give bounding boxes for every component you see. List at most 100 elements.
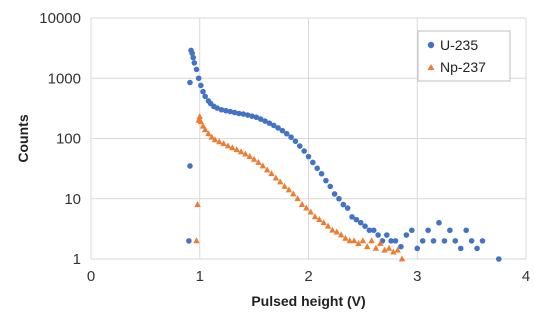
u235-point [468, 238, 475, 244]
u235-point [191, 60, 198, 66]
np237-point [381, 246, 388, 253]
u235-point [310, 159, 316, 166]
u235-point [288, 134, 294, 141]
y-tick-labels: 1 10 100 1000 10000 [39, 10, 81, 268]
u235-point [218, 106, 225, 113]
u235-point [275, 125, 281, 131]
np237-point [307, 208, 314, 215]
u235-point [388, 238, 394, 244]
np237-point [237, 148, 245, 155]
u235-point [187, 79, 193, 86]
legend: U-235 Np-237 [417, 30, 511, 82]
np237-point [320, 219, 327, 226]
np237-point [368, 237, 375, 244]
u235-point [314, 165, 321, 172]
u235-point [227, 108, 233, 115]
u235-point [384, 232, 390, 238]
u235-point [240, 111, 247, 117]
np237-point [199, 122, 207, 129]
np237-point [385, 244, 393, 251]
u235-point [214, 105, 220, 111]
np237-point [329, 226, 336, 233]
np237-point [224, 142, 232, 149]
u235-point [202, 93, 208, 100]
x-tick-label: 4 [522, 268, 530, 285]
u235-point [340, 201, 347, 208]
u235-point [414, 245, 421, 252]
u235-point [187, 163, 193, 169]
u235-point [441, 238, 448, 244]
np237-point [359, 237, 367, 244]
data-points [186, 47, 502, 262]
u235-point [193, 66, 200, 73]
u235-point [398, 243, 404, 250]
u235-point [344, 205, 351, 211]
u235-point [362, 223, 368, 230]
np237-point [255, 158, 262, 165]
u235-point [331, 191, 338, 197]
x-tick-label: 1 [196, 268, 204, 285]
np237-point [220, 140, 227, 147]
np237-point [272, 174, 280, 181]
u235-point [392, 238, 399, 244]
y-tick-label: 10 [64, 191, 81, 208]
np237-point [205, 130, 212, 137]
legend-box [417, 30, 511, 82]
u235-point [496, 256, 502, 262]
u235-point [198, 82, 204, 89]
u235-point [375, 232, 381, 238]
np237-point [285, 186, 293, 193]
x-tick-label: 2 [304, 268, 312, 285]
np237-point [246, 153, 253, 160]
u235-point [323, 177, 329, 184]
np237-point [298, 200, 306, 207]
x-tick-label: 0 [87, 268, 95, 285]
np237-point [259, 162, 267, 169]
np237-point [211, 136, 219, 143]
u235-point [353, 216, 360, 223]
legend-marker-np237 [427, 64, 435, 70]
x-axis-title: Pulsed height (V) [251, 293, 365, 309]
u235-point [409, 227, 415, 234]
np237-point [390, 248, 397, 255]
np237-point [268, 170, 275, 177]
u235-point [479, 238, 486, 244]
np237-point [263, 166, 271, 173]
u235-point [349, 214, 355, 220]
np237-point [364, 243, 371, 250]
np237-point [290, 190, 297, 197]
u235-point [425, 227, 431, 234]
u235-point [283, 130, 290, 137]
np237-point [333, 228, 340, 235]
u235-point [223, 107, 229, 114]
y-tick-label: 1 [73, 251, 81, 268]
legend-marker-u235 [427, 41, 435, 49]
x-tick-label: 3 [413, 268, 421, 285]
np237-point [281, 182, 288, 189]
np237-point [311, 213, 319, 220]
u235-point [186, 238, 192, 244]
u235-point [253, 114, 260, 121]
np237-point [277, 178, 284, 185]
u235-point [430, 238, 437, 244]
np237-point [196, 113, 203, 120]
u235-point [266, 120, 273, 126]
u235-point [231, 109, 238, 116]
np237-point [394, 246, 401, 253]
u235-point [452, 238, 459, 244]
u235-point [189, 50, 195, 57]
np237-point [398, 255, 406, 262]
y-tick-label: 100 [56, 131, 81, 148]
u235-point [270, 122, 277, 129]
np237-point [193, 237, 200, 244]
u235-point [436, 219, 442, 226]
u235-point [463, 227, 469, 234]
u235-point [419, 238, 426, 244]
u235-point [336, 195, 342, 202]
u235-point [262, 118, 268, 124]
np237-point [372, 244, 380, 251]
u235-point [403, 232, 410, 238]
np237-point [324, 222, 332, 229]
np237-point [337, 231, 345, 238]
y-tick-label: 10000 [39, 10, 81, 27]
